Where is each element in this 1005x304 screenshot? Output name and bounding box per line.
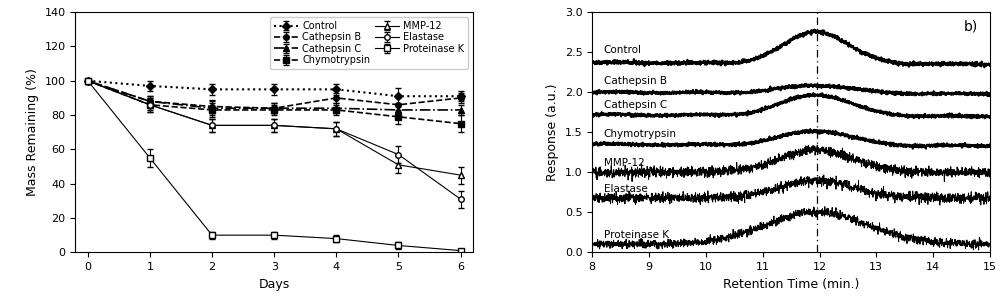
Text: Proteinase K: Proteinase K bbox=[604, 230, 668, 240]
Text: Elastase: Elastase bbox=[604, 184, 647, 194]
Y-axis label: Response (a.u.): Response (a.u.) bbox=[547, 84, 559, 181]
Legend: Control, Cathepsin B, Cathepsin C, Chymotrypsin, MMP-12, Elastase, Proteinase K: Control, Cathepsin B, Cathepsin C, Chymo… bbox=[270, 17, 468, 69]
Y-axis label: Mass Remaining (%): Mass Remaining (%) bbox=[26, 68, 39, 196]
Text: MMP-12: MMP-12 bbox=[604, 158, 644, 168]
Text: Cathepsin B: Cathepsin B bbox=[604, 76, 666, 86]
X-axis label: Retention Time (min.): Retention Time (min.) bbox=[723, 278, 859, 291]
Text: Cathepsin C: Cathepsin C bbox=[604, 100, 667, 110]
Text: b): b) bbox=[964, 19, 978, 33]
X-axis label: Days: Days bbox=[258, 278, 289, 291]
Text: Chymotrypsin: Chymotrypsin bbox=[604, 129, 676, 139]
Text: Control: Control bbox=[604, 45, 641, 55]
Text: a): a) bbox=[447, 19, 461, 33]
